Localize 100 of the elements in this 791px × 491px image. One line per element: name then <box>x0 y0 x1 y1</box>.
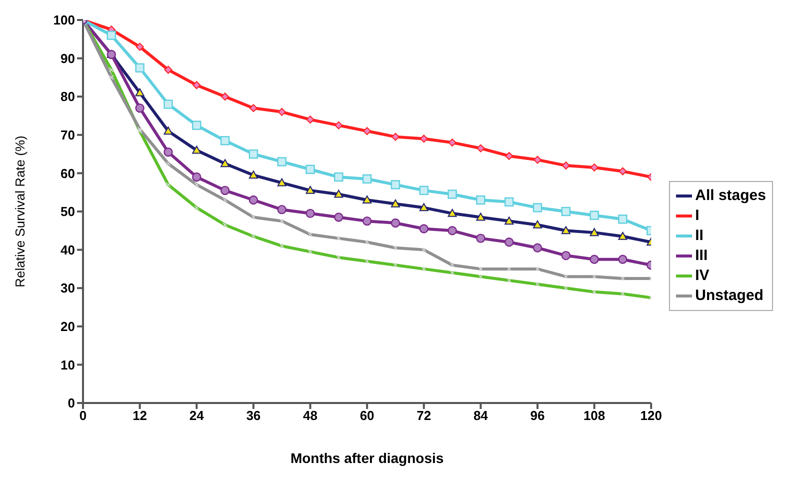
y-tick-label: 0 <box>68 396 75 411</box>
x-tick-label: 36 <box>246 408 261 424</box>
point <box>278 108 286 116</box>
point <box>448 208 457 217</box>
x-tick-label: 24 <box>189 408 205 424</box>
point <box>220 159 230 168</box>
point <box>534 156 542 164</box>
point <box>249 104 258 112</box>
legend-label: All stages <box>695 186 766 206</box>
point <box>448 190 457 199</box>
point <box>277 204 286 214</box>
point <box>590 163 598 172</box>
legend-label: IV <box>695 266 710 286</box>
point <box>248 149 258 159</box>
x-tick-label: 96 <box>530 408 545 424</box>
point <box>419 186 428 196</box>
point <box>135 63 144 72</box>
point <box>504 197 514 207</box>
point <box>504 238 514 247</box>
point <box>164 66 172 74</box>
point <box>476 144 485 152</box>
point <box>532 243 542 252</box>
x-tick-label: 120 <box>640 408 662 424</box>
point <box>476 195 486 205</box>
point <box>618 214 628 224</box>
y-tick-label: 40 <box>60 242 75 258</box>
x-tick-label: 108 <box>583 408 606 424</box>
y-tick-label: 50 <box>60 204 75 220</box>
point <box>561 250 571 260</box>
y-tick-label: 30 <box>60 280 75 296</box>
point <box>248 195 258 205</box>
point <box>363 127 372 136</box>
point <box>448 226 457 236</box>
point <box>390 199 400 208</box>
point <box>448 138 456 147</box>
x-tick-label: 12 <box>132 408 148 424</box>
point <box>220 186 230 196</box>
y-tick-label: 100 <box>53 12 75 28</box>
point <box>504 216 514 225</box>
point <box>590 210 599 220</box>
point <box>390 218 400 228</box>
point <box>362 196 372 204</box>
point <box>192 120 202 130</box>
point <box>135 103 144 113</box>
point <box>192 81 201 90</box>
point <box>306 186 315 194</box>
point <box>136 42 144 51</box>
point <box>192 146 202 154</box>
point <box>362 216 372 226</box>
point <box>334 190 344 198</box>
point <box>192 172 202 182</box>
y-tick-label: 60 <box>60 166 75 181</box>
point <box>590 254 599 264</box>
point <box>476 234 486 243</box>
point <box>277 178 286 186</box>
point <box>220 136 230 146</box>
point <box>135 88 144 96</box>
point <box>419 224 428 234</box>
point <box>532 203 542 212</box>
point <box>277 157 286 166</box>
x-tick-label: 60 <box>360 408 374 424</box>
point <box>164 100 173 109</box>
x-tick-label: 0 <box>79 408 87 424</box>
point <box>391 132 400 141</box>
y-tick-label: 90 <box>60 50 75 66</box>
y-axis-title: Relative Survival Rate (%) <box>12 136 28 288</box>
x-axis-title: Months after diagnosis <box>290 450 444 466</box>
legend-label: Unstaged <box>695 286 764 306</box>
point <box>561 206 571 216</box>
point <box>533 220 542 228</box>
point <box>618 167 627 176</box>
point <box>221 92 230 101</box>
y-tick-label: 20 <box>60 319 75 334</box>
point <box>106 30 116 40</box>
point <box>505 152 514 160</box>
point <box>362 174 372 184</box>
point <box>334 172 344 182</box>
point <box>334 212 344 222</box>
point <box>590 228 599 236</box>
legend-label: I <box>695 206 700 226</box>
legend-label: III <box>695 246 708 266</box>
y-tick-label: 10 <box>60 357 75 372</box>
point <box>476 212 486 221</box>
point <box>390 180 400 190</box>
point <box>334 121 343 130</box>
point <box>306 116 314 124</box>
point <box>618 232 628 240</box>
point <box>306 208 315 218</box>
legend-label: II <box>695 226 704 246</box>
point <box>419 203 428 212</box>
x-tick-label: 84 <box>473 408 489 424</box>
point <box>561 226 570 234</box>
point <box>164 148 173 157</box>
y-tick-label: 80 <box>60 89 75 104</box>
point <box>562 162 570 170</box>
point <box>306 164 315 174</box>
point <box>618 254 628 264</box>
point <box>248 170 258 179</box>
x-tick-label: 48 <box>303 408 318 424</box>
x-tick-label: 72 <box>416 408 432 424</box>
